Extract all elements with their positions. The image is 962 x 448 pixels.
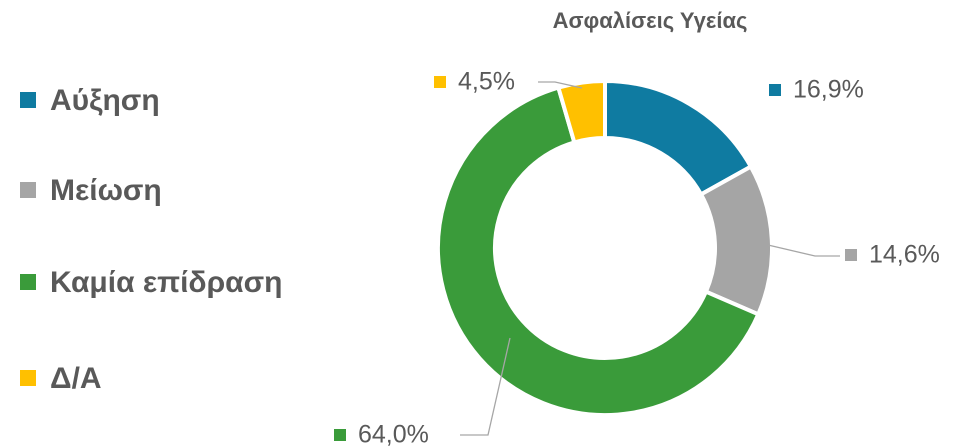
leader-line bbox=[460, 337, 511, 436]
legend-swatch bbox=[20, 92, 36, 108]
donut-slice bbox=[555, 78, 607, 145]
leader-line bbox=[767, 244, 840, 257]
legend-label: Δ/Α bbox=[50, 362, 102, 395]
legend-label: Αύξηση bbox=[50, 84, 160, 117]
legend-swatch bbox=[20, 274, 36, 290]
data-label: 64,0% bbox=[358, 421, 429, 448]
label-swatch bbox=[334, 429, 346, 441]
label-swatch bbox=[845, 249, 857, 261]
leader-line bbox=[538, 81, 583, 89]
legend-label: Καμία επίδραση bbox=[50, 266, 282, 299]
data-label: 16,9% bbox=[793, 76, 864, 104]
legend-label: Μείωση bbox=[50, 174, 162, 207]
label-swatch bbox=[434, 76, 446, 88]
legend-swatch bbox=[20, 182, 36, 198]
data-label: 4,5% bbox=[458, 68, 515, 96]
chart-title: Ασφαλίσεις Υγείας bbox=[553, 8, 748, 33]
label-swatch bbox=[769, 84, 781, 96]
data-label: 14,6% bbox=[869, 241, 940, 269]
legend-swatch bbox=[20, 370, 36, 386]
donut-slice bbox=[436, 85, 761, 417]
